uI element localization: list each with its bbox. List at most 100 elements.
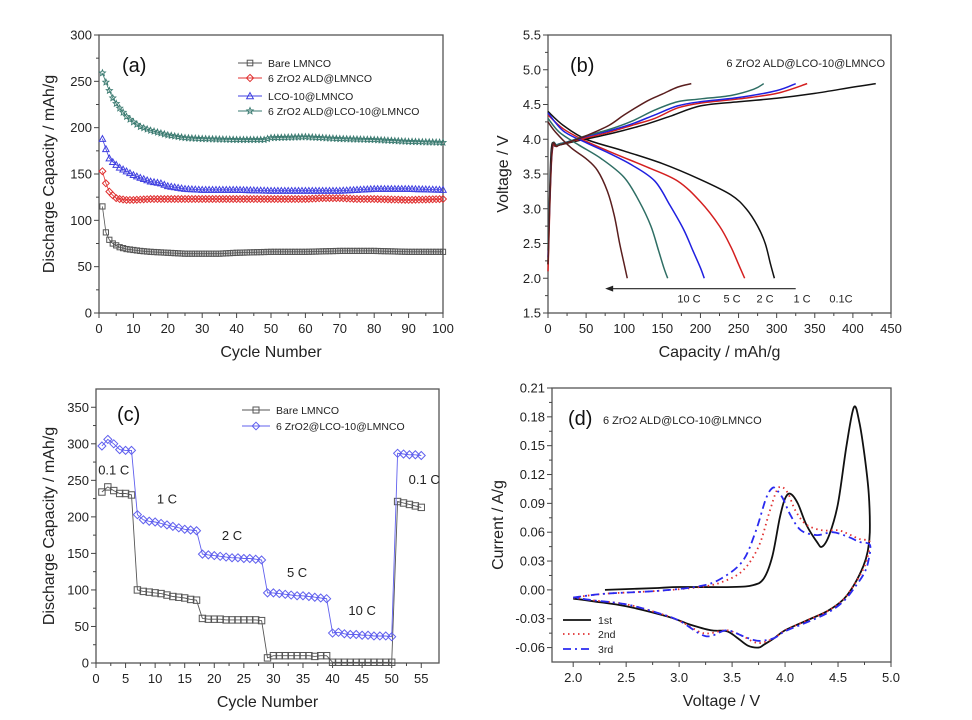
data-point xyxy=(162,520,172,530)
y-axis-title: Discharge Capacity / mAh/g xyxy=(41,427,58,625)
data-point xyxy=(419,248,426,255)
data-point xyxy=(435,195,444,204)
data-point xyxy=(106,236,113,243)
x-tick-label: 40 xyxy=(325,671,339,686)
x-tick-label: 50 xyxy=(384,671,398,686)
data-point xyxy=(402,248,409,255)
data-point xyxy=(371,247,378,255)
data-point xyxy=(194,194,203,204)
x-axis-title: Voltage / V xyxy=(683,693,761,710)
curve-0.1c-charge xyxy=(547,82,876,265)
panel-c: 0 50 100 150 200 250 300 350 0 5 10 15 20 25 30 35 40 45 5… xyxy=(41,388,440,711)
data-point xyxy=(268,588,279,598)
data-point xyxy=(318,193,327,203)
data-point xyxy=(410,450,421,460)
legend-marker xyxy=(252,406,260,414)
data-point xyxy=(328,193,338,203)
data-point xyxy=(316,593,326,603)
legend-label: 6 ZrO2@LCO-10@LMNCO xyxy=(276,421,405,433)
data-point xyxy=(101,77,111,86)
data-point xyxy=(125,168,135,177)
data-point xyxy=(267,248,275,255)
data-point xyxy=(242,194,252,204)
data-point xyxy=(199,250,206,257)
data-point xyxy=(297,194,307,204)
data-point xyxy=(195,250,202,257)
data-point xyxy=(332,193,341,203)
curve-10c-charge xyxy=(547,82,692,265)
x-tick-label: 3.5 xyxy=(723,670,741,685)
data-point xyxy=(114,444,125,455)
data-point xyxy=(119,245,127,252)
y-tick-label: 0.03 xyxy=(520,554,545,569)
data-point xyxy=(98,488,106,496)
data-point xyxy=(263,134,272,143)
data-point xyxy=(116,244,123,251)
data-point xyxy=(270,194,279,204)
curve-2c-discharge xyxy=(547,112,705,279)
y-tick-label: 0.06 xyxy=(520,525,545,540)
data-point xyxy=(333,627,344,638)
panel-label: (b) xyxy=(570,55,594,77)
data-point xyxy=(144,516,154,526)
data-point xyxy=(426,248,433,255)
data-point xyxy=(209,550,219,561)
y-tick-label: 50 xyxy=(78,259,92,274)
data-point xyxy=(311,194,320,203)
data-point xyxy=(357,247,364,255)
data-point xyxy=(109,439,119,449)
data-point xyxy=(146,177,155,185)
data-point xyxy=(153,178,162,186)
data-point xyxy=(180,194,190,204)
data-point xyxy=(253,194,262,204)
data-point xyxy=(102,229,109,236)
x-tick-label: 30 xyxy=(266,671,280,686)
series-line-2 xyxy=(101,438,422,638)
x-tick-label: 60 xyxy=(298,321,312,336)
data-point xyxy=(310,592,320,602)
data-point xyxy=(149,177,159,186)
data-point xyxy=(312,248,319,255)
data-point xyxy=(153,127,162,136)
y-tick-label: 200 xyxy=(70,120,92,135)
data-point xyxy=(342,194,351,203)
data-point xyxy=(170,194,179,204)
y-tick-label: 150 xyxy=(70,167,92,182)
data-point xyxy=(335,193,344,203)
data-point xyxy=(240,249,247,256)
data-point xyxy=(149,194,159,204)
data-point xyxy=(388,248,395,255)
data-point xyxy=(302,248,309,255)
data-point xyxy=(133,247,140,254)
data-point xyxy=(333,247,340,255)
data-point xyxy=(143,124,152,133)
panel-label: (d) xyxy=(568,408,592,430)
series-line-1 xyxy=(101,486,422,663)
data-point xyxy=(191,194,200,204)
y-tick-label: 200 xyxy=(67,509,89,524)
data-point xyxy=(304,591,314,602)
panel-title: 6 ZrO2 ALD@LCO-10@LMNCO xyxy=(726,58,885,70)
data-point xyxy=(407,195,417,204)
y-axis-title: Discharge Capacity / mAh/g xyxy=(41,75,58,273)
data-point xyxy=(136,173,145,181)
x-tick-label: 15 xyxy=(177,671,191,686)
data-point xyxy=(192,250,199,257)
legend-label: LCO-10@LMNCO xyxy=(268,91,353,103)
legend-label: Bare LMNCO xyxy=(276,405,339,417)
data-point xyxy=(278,248,285,255)
data-point xyxy=(222,194,231,204)
y-tick-label: -0.03 xyxy=(515,611,545,626)
rate-label: 5 C xyxy=(723,294,740,306)
data-point xyxy=(112,99,121,108)
data-point xyxy=(319,248,326,255)
data-point xyxy=(305,248,312,255)
data-point xyxy=(395,248,402,255)
data-point xyxy=(288,248,295,255)
y-tick-label: 350 xyxy=(67,400,89,415)
data-point xyxy=(246,194,255,204)
data-point xyxy=(261,248,268,256)
data-point xyxy=(197,549,208,559)
panel-label: (a) xyxy=(122,55,146,77)
